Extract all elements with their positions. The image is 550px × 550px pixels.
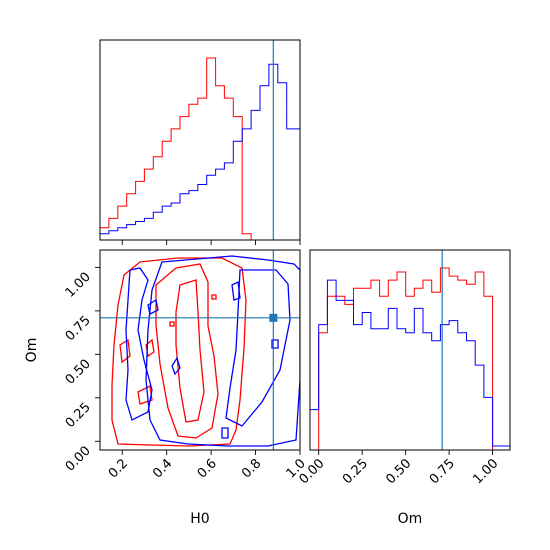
om-marginal-frame <box>309 249 511 451</box>
blue-contour-island <box>147 298 159 315</box>
red-contour-island <box>169 321 175 327</box>
blue-contour-island <box>171 356 181 376</box>
blue-contour-island <box>231 281 241 301</box>
h0-marginal-panel <box>99 39 301 245</box>
joint-xtick-label: 0.2 <box>106 456 131 481</box>
red-contour-island <box>119 338 131 364</box>
joint-ytick-label: 0.00 <box>63 444 94 475</box>
om-marginal-panel: 0.00 0.25 0.50 0.75 1.00 Om <box>296 249 511 527</box>
om-hist-series-0 <box>318 267 494 450</box>
joint-xtick-label: 0.8 <box>239 456 264 481</box>
om-xtick-label: 1.00 <box>470 456 501 487</box>
red-contour-inner <box>155 263 219 439</box>
joint-ytick-label: 0.25 <box>63 400 94 431</box>
blue-contour-island <box>271 339 279 349</box>
blue-contour-outer <box>145 255 300 447</box>
joint-ytick-label: 1.00 <box>63 270 94 301</box>
joint-xtick-label: 0.4 <box>150 456 175 481</box>
x-axis-label-om: Om <box>398 511 423 527</box>
om-xtick-label: 0.75 <box>427 456 458 487</box>
blue-contour-inner <box>225 269 291 427</box>
joint-ytick-label: 0.50 <box>63 357 94 388</box>
red-contour-core <box>175 279 205 423</box>
joint-ytick-label: 0.75 <box>63 313 94 344</box>
om-hist-series-1 <box>309 279 511 450</box>
x-axis-label-h0: H0 <box>190 511 209 527</box>
joint-panel: 0.2 0.4 0.6 0.8 1.0 0.000.250.500.751.00 H0 … <box>24 249 309 527</box>
h0-hist-series-0 <box>99 57 252 240</box>
om-xtick-label: 0.25 <box>340 456 371 487</box>
blue-contour-left <box>125 267 153 421</box>
h0-marginal-frame <box>99 39 301 241</box>
red-contour-island <box>137 385 153 405</box>
joint-truth-marker <box>269 313 278 322</box>
y-axis-label-om: Om <box>24 338 40 363</box>
om-xtick-label: 0.50 <box>383 456 414 487</box>
blue-contour-island <box>221 427 229 439</box>
red-contour-island <box>211 294 217 300</box>
joint-xtick-label: 0.6 <box>195 456 220 481</box>
h0-hist-series-1 <box>99 63 301 240</box>
joint-frame <box>99 249 301 451</box>
blue-contours <box>125 255 300 447</box>
